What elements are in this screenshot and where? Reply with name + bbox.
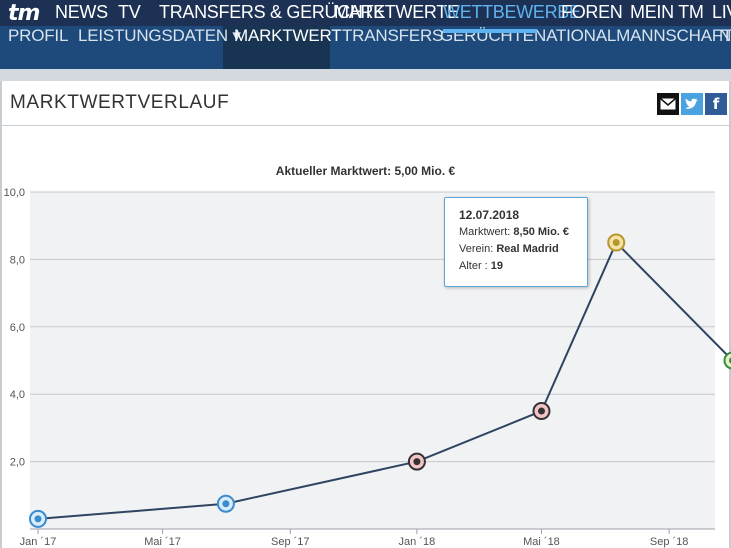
twitter-icon [685,98,698,109]
box-border-left [0,81,2,548]
nav-mein-tm[interactable]: MEIN TM [630,2,704,22]
nav-marktwerte[interactable]: MARKTWERTE [334,2,459,22]
plot-background [30,192,715,529]
crest-center [413,458,421,466]
y-tick-label: 10,0 [4,187,25,199]
crest-center [537,407,545,415]
data-point-tooltip: 12.07.2018 Marktwert: 8,50 Mio. € Verein… [444,197,588,287]
subnav-profil[interactable]: PROFIL [8,26,69,45]
box-title-divider [2,125,729,126]
tooltip-club-row: Verein: Real Madrid [459,243,559,255]
twitter-share-button[interactable] [681,93,703,115]
y-tick-label: 8,0 [10,254,25,266]
y-tick-label: 2,0 [10,457,25,469]
tooltip-club: Real Madrid [496,243,559,255]
nav-wettbewerbe[interactable]: WETTBEWERBE [443,2,581,22]
crest-center [612,239,620,247]
club-crest-marker[interactable] [723,351,731,370]
nav-live[interactable]: LIV [712,2,731,22]
x-tick-label: Jan ´18 [399,536,436,548]
box-title: MARKTWERTVERLAUF [10,92,230,113]
top-navigation: tm NEWS TV TRANSFERS & GERÜCHTE MARKTWER… [0,0,731,26]
club-crest-marker[interactable] [532,402,551,421]
y-tick-label: 6,0 [10,322,25,334]
subnav-nationalmannschaft[interactable]: NATIONALMANNSCHAFT [534,26,731,45]
x-tick-label: Jan ´17 [20,536,57,548]
chart-title: Aktueller Marktwert: 5,00 Mio. € [275,164,456,178]
tooltip-club-label: Verein: [459,243,494,255]
subnav-leistungsdaten[interactable]: LEISTUNGSDATEN ▾ [78,26,241,45]
y-axis-ticks: 10,0 8,0 6,0 4,0 2,0 [4,187,25,469]
y-tick-label: 4,0 [10,389,25,401]
club-crest-marker[interactable] [29,509,47,528]
nav-tv[interactable]: TV [118,2,141,22]
data-point-markers [29,233,731,528]
sub-navigation: PROFIL LEISTUNGSDATEN ▾ MARKTWERT TRANSF… [0,26,731,69]
crest-center [222,500,230,508]
transfermarkt-logo[interactable]: tm [8,1,40,26]
x-axis-ticks: Jan ´17 Mai ´17 Sep ´17 Jan ´18 Mai ´18 Sep ´… [20,529,689,548]
facebook-share-button[interactable]: f [705,93,727,115]
subnav-transfers[interactable]: TRANSFERS [342,26,444,45]
nav-news[interactable]: NEWS [55,2,108,22]
crest-circle [723,351,731,370]
x-tick-label: Sep ´17 [271,536,310,548]
club-crest-marker[interactable] [407,452,426,471]
x-tick-label: Mai ´18 [523,536,560,548]
tooltip-date: 12.07.2018 [459,208,520,222]
tooltip-value: 8,50 Mio. € [513,226,570,238]
tooltip-age-label: Alter : [459,260,488,272]
nav-foren[interactable]: FOREN [561,2,623,22]
subnav-active-background [223,26,330,69]
section-gap [0,69,731,81]
x-tick-label: Mai ´17 [144,536,181,548]
crest-center [728,357,731,364]
tooltip-value-label: Marktwert: [459,226,511,238]
club-crest-marker[interactable] [607,233,626,252]
facebook-icon: f [712,95,720,113]
grid-lines [30,191,715,530]
subnav-marktwert[interactable]: MARKTWERT [234,26,342,45]
tooltip-age-row: Alter : 19 [459,260,503,272]
mail-icon [660,98,676,110]
tooltip-age: 19 [490,260,504,272]
club-crest-marker[interactable] [216,494,235,513]
mail-share-button[interactable] [657,93,679,115]
x-tick-label: Sep ´18 [650,536,689,548]
nav-transfers-geruechte[interactable]: TRANSFERS & GERÜCHTE [159,2,386,22]
subnav-overflow-item[interactable]: N [719,26,731,45]
crest-center [34,515,42,523]
box-border-right [729,81,731,548]
market-value-line [37,240,731,520]
tooltip-value-row: Marktwert: 8,50 Mio. € [459,226,569,238]
